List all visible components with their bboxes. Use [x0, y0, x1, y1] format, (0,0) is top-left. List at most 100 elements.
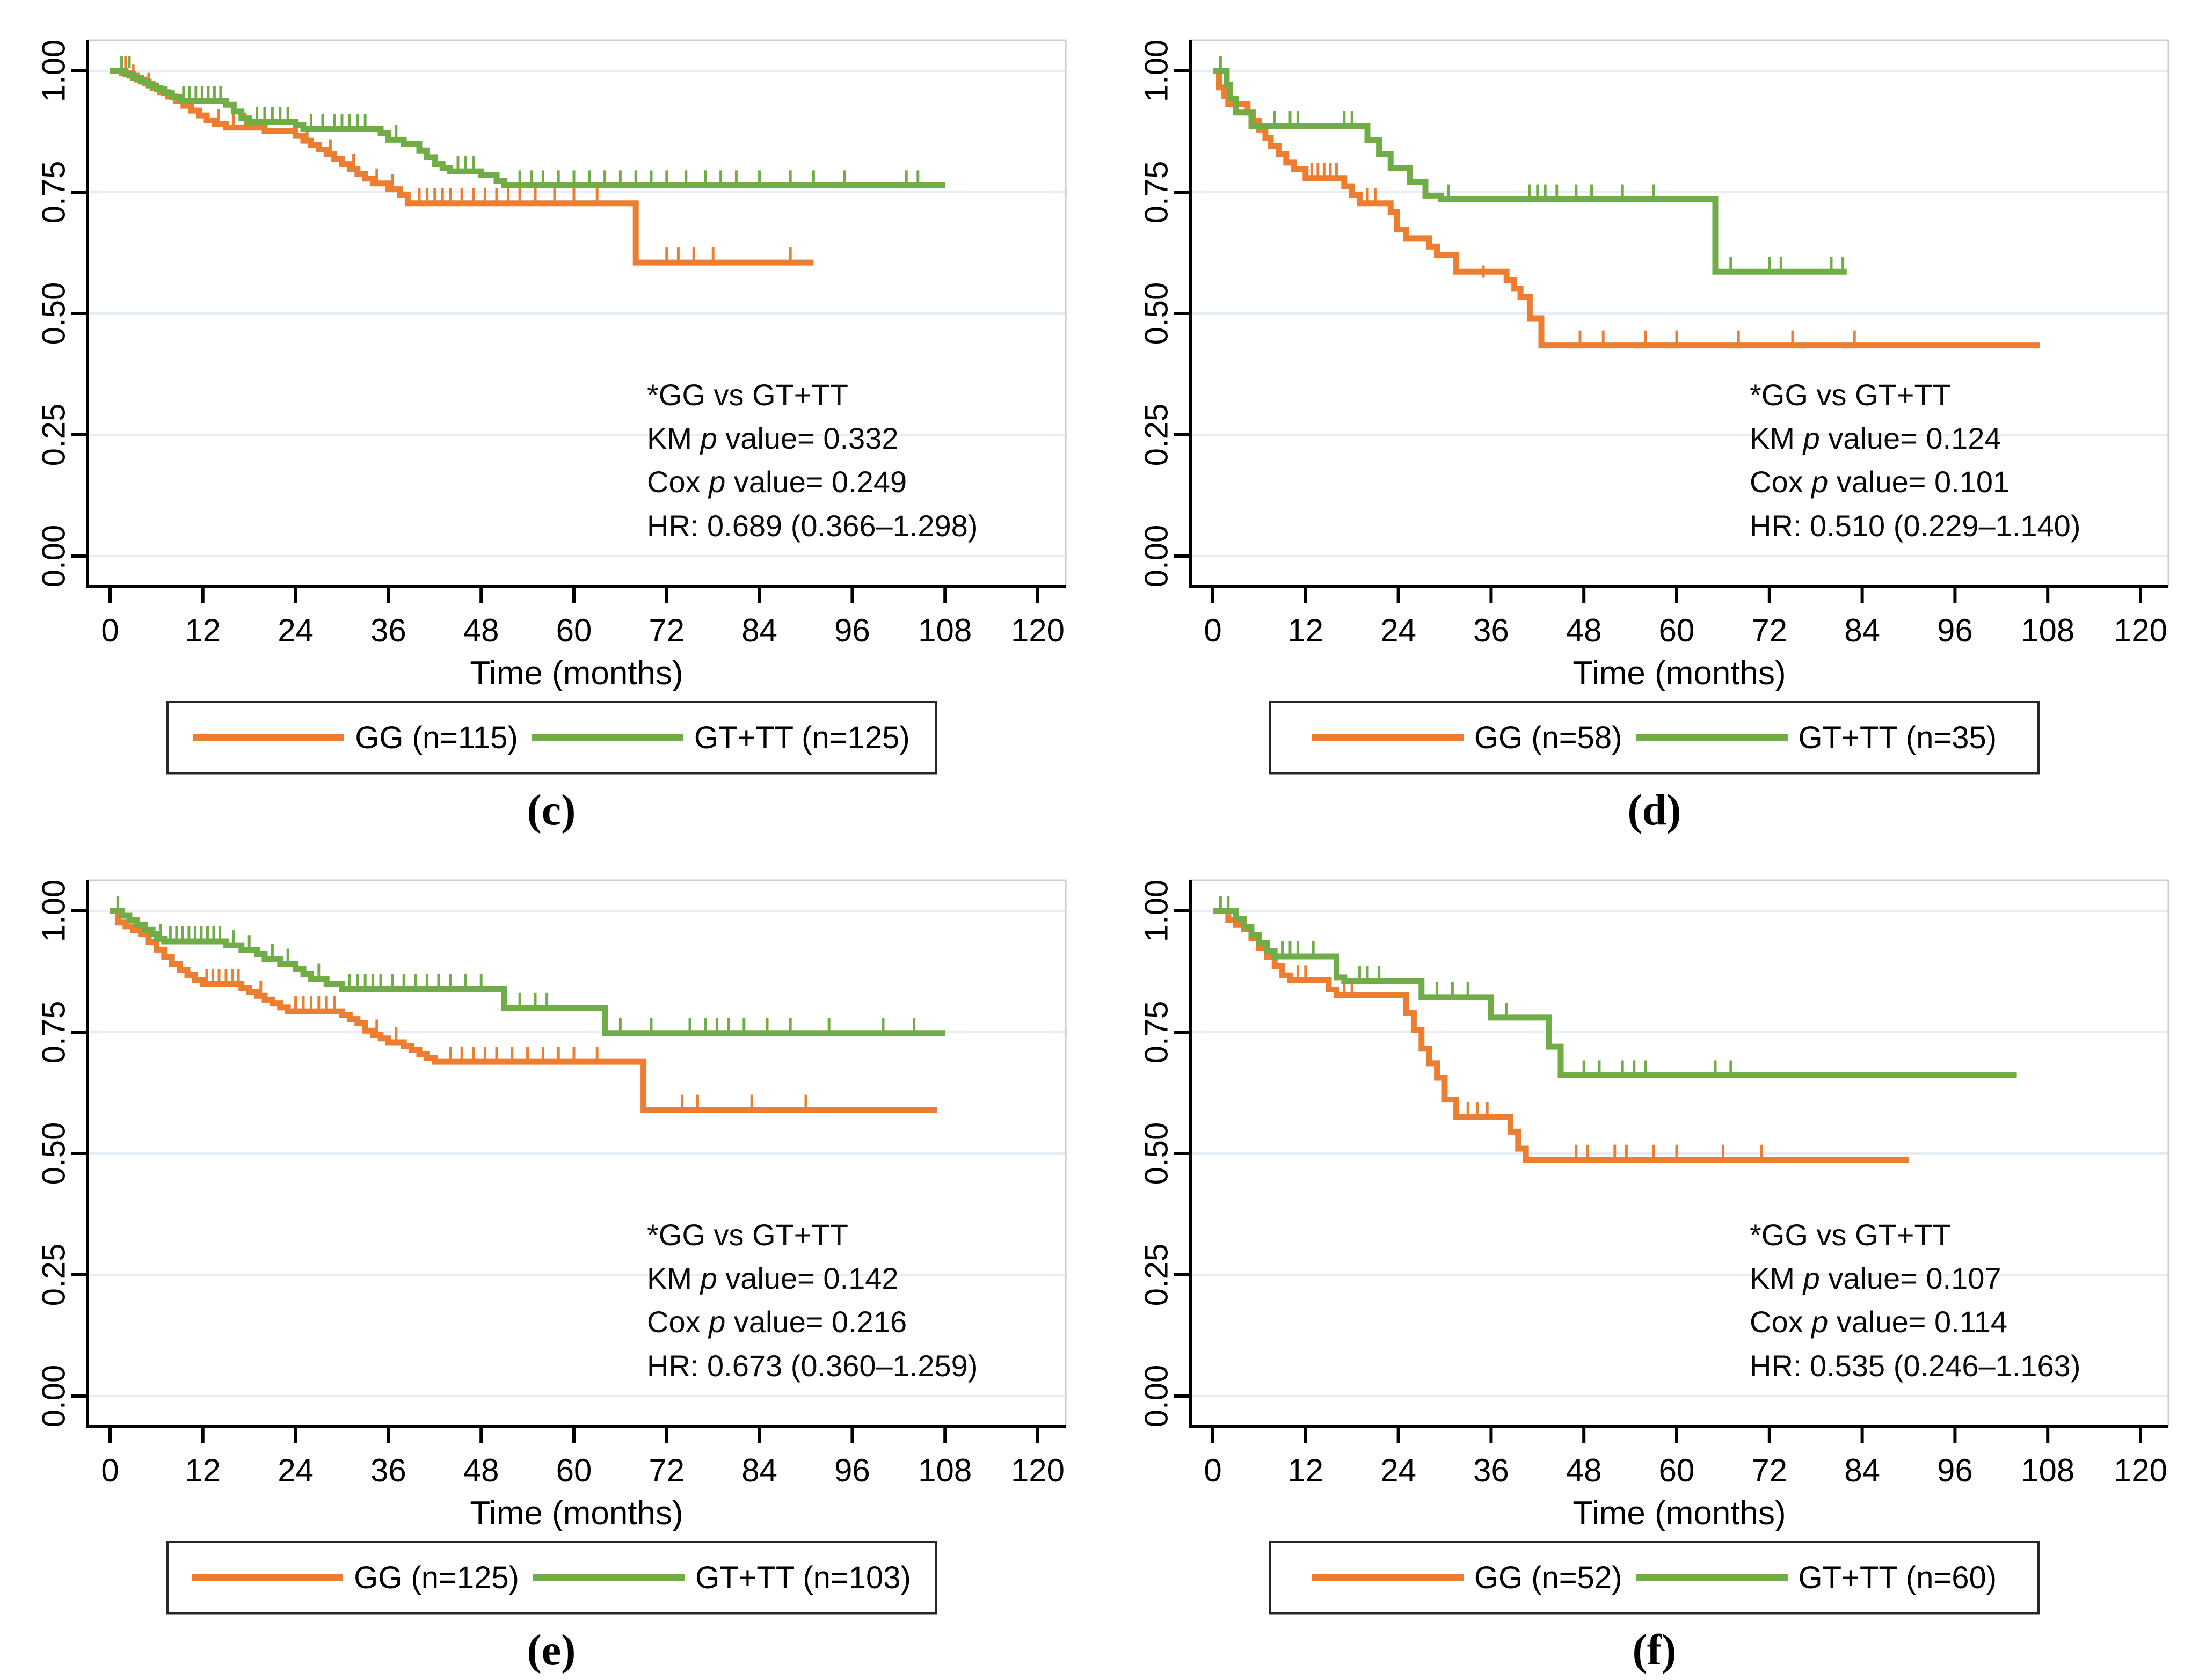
legend-box: GG (n=125) GT+TT (n=103) — [166, 1541, 937, 1614]
gg-line-swatch — [1312, 734, 1464, 741]
hr-line: HR: 0.535 (0.246–1.163) — [1750, 1348, 2081, 1383]
gttt-legend-label: GT+TT (n=35) — [1798, 720, 1997, 755]
svg-text:0.50: 0.50 — [36, 282, 72, 345]
svg-text:72: 72 — [649, 1452, 685, 1488]
svg-text:48: 48 — [1566, 1452, 1602, 1488]
svg-text:0.75: 0.75 — [1139, 161, 1175, 224]
gg-legend-label: GG (n=58) — [1474, 720, 1622, 755]
svg-text:108: 108 — [918, 612, 972, 648]
svg-text:0.75: 0.75 — [36, 161, 72, 224]
stats-annotation: *GG vs GT+TT KM p value= 0.107 Cox p val… — [1750, 1213, 2080, 1387]
svg-text:Time (months): Time (months) — [470, 655, 683, 692]
svg-text:12: 12 — [1287, 1452, 1323, 1488]
svg-text:120: 120 — [1011, 1452, 1065, 1488]
svg-text:96: 96 — [1937, 612, 1973, 648]
svg-text:1.00: 1.00 — [36, 880, 72, 943]
svg-text:36: 36 — [370, 612, 406, 648]
svg-text:84: 84 — [741, 612, 777, 648]
km-chart-d: 1.00 0.75 0.50 0.25 0.00 0 12 24 36 48 60 72 84 96 108… — [1139, 39, 2169, 692]
svg-text:1.00: 1.00 — [36, 40, 72, 103]
svg-text:1.00: 1.00 — [1139, 40, 1175, 103]
svg-text:Time (months): Time (months) — [1572, 1495, 1786, 1532]
svg-text:0: 0 — [101, 1452, 119, 1488]
svg-text:0.50: 0.50 — [36, 1122, 72, 1185]
km-p-line: KM p value= 0.332 — [647, 421, 899, 456]
svg-text:96: 96 — [834, 1452, 870, 1488]
legend-item-gttt: GT+TT (n=35) — [1636, 720, 1997, 756]
svg-text:0: 0 — [1204, 612, 1221, 648]
svg-text:12: 12 — [1287, 612, 1323, 648]
cox-p-line: Cox p value= 0.216 — [647, 1305, 907, 1339]
chart-area-c: 1.00 0.75 0.50 0.25 0.00 0 12 24 36 48 60 72 84 96 108… — [0, 0, 1103, 692]
svg-text:96: 96 — [834, 612, 870, 648]
svg-text:60: 60 — [556, 1452, 592, 1488]
panel-letter: (d) — [1627, 785, 1681, 834]
km-p-line: KM p value= 0.124 — [1750, 421, 2001, 456]
svg-text:120: 120 — [2114, 1452, 2167, 1488]
gg-legend-label: GG (n=115) — [355, 720, 518, 755]
gg-line-swatch — [192, 1574, 344, 1581]
legend-item-gg: GG (n=115) — [193, 720, 518, 756]
panel-letter: (c) — [527, 785, 576, 834]
svg-text:36: 36 — [370, 1452, 406, 1488]
svg-text:48: 48 — [463, 1452, 499, 1488]
hr-line: HR: 0.673 (0.360–1.259) — [647, 1348, 978, 1383]
svg-text:12: 12 — [185, 1452, 221, 1488]
legend-item-gttt: GT+TT (n=103) — [533, 1560, 911, 1596]
svg-text:108: 108 — [2021, 612, 2074, 648]
svg-text:0.75: 0.75 — [1139, 1001, 1175, 1064]
cox-p-line: Cox p value= 0.101 — [1750, 465, 2010, 499]
cox-p-line: Cox p value= 0.114 — [1750, 1305, 2007, 1339]
svg-text:108: 108 — [918, 1452, 972, 1488]
svg-text:48: 48 — [463, 612, 499, 648]
legend-item-gg: GG (n=52) — [1312, 1560, 1622, 1596]
gttt-line-swatch — [1636, 734, 1788, 741]
svg-text:0.00: 0.00 — [36, 525, 72, 588]
chart-area-d: 1.00 0.75 0.50 0.25 0.00 0 12 24 36 48 60 72 84 96 108… — [1103, 0, 2205, 692]
gttt-legend-label: GT+TT (n=125) — [694, 720, 910, 755]
svg-text:0: 0 — [101, 612, 119, 648]
panel-letter: (f) — [1632, 1625, 1677, 1674]
svg-text:Time (months): Time (months) — [470, 1495, 683, 1532]
svg-text:Time (months): Time (months) — [1572, 655, 1786, 692]
svg-text:0: 0 — [1204, 1452, 1221, 1488]
svg-text:24: 24 — [278, 1452, 314, 1488]
svg-text:24: 24 — [278, 612, 314, 648]
legend-item-gttt: GT+TT (n=125) — [532, 720, 910, 756]
km-chart-e: 1.00 0.75 0.50 0.25 0.00 0 12 24 36 48 60 72 84 96 108… — [36, 879, 1067, 1532]
legend-item-gg: GG (n=125) — [192, 1560, 519, 1596]
svg-text:84: 84 — [1844, 1452, 1880, 1488]
gg-legend-label: GG (n=125) — [354, 1560, 519, 1595]
svg-text:0.25: 0.25 — [1139, 1244, 1175, 1306]
svg-text:120: 120 — [2114, 612, 2167, 648]
svg-text:0.00: 0.00 — [36, 1365, 72, 1428]
legend-item-gg: GG (n=58) — [1312, 720, 1622, 756]
km-chart-f: 1.00 0.75 0.50 0.25 0.00 0 12 24 36 48 60 72 84 96 108… — [1139, 879, 2169, 1532]
gg-line-swatch — [193, 734, 345, 741]
svg-text:36: 36 — [1473, 1452, 1509, 1488]
stats-annotation: *GG vs GT+TT KM p value= 0.332 Cox p val… — [647, 373, 978, 547]
svg-text:0.75: 0.75 — [36, 1001, 72, 1064]
km-panel-c: 1.00 0.75 0.50 0.25 0.00 0 12 24 36 48 60 72 84 96 108… — [0, 0, 1103, 840]
comparison-label: *GG vs GT+TT — [1750, 1218, 1951, 1252]
hr-line: HR: 0.689 (0.366–1.298) — [647, 508, 978, 543]
svg-text:24: 24 — [1380, 612, 1416, 648]
legend-box: GG (n=52) GT+TT (n=60) — [1269, 1541, 2040, 1614]
gg-legend-label: GG (n=52) — [1474, 1560, 1622, 1595]
svg-text:0.25: 0.25 — [36, 1244, 72, 1306]
svg-text:0.25: 0.25 — [36, 404, 72, 466]
legend-box: GG (n=58) GT+TT (n=35) — [1269, 701, 2040, 774]
svg-text:60: 60 — [1659, 1452, 1695, 1488]
legend-item-gttt: GT+TT (n=60) — [1636, 1560, 1997, 1596]
km-panel-e: 1.00 0.75 0.50 0.25 0.00 0 12 24 36 48 60 72 84 96 108… — [0, 840, 1103, 1680]
gttt-line-swatch — [1636, 1574, 1788, 1581]
km-p-line: KM p value= 0.142 — [647, 1261, 899, 1296]
svg-text:0.25: 0.25 — [1139, 404, 1175, 466]
km-chart-c: 1.00 0.75 0.50 0.25 0.00 0 12 24 36 48 60 72 84 96 108… — [36, 39, 1067, 692]
km-panel-d: 1.00 0.75 0.50 0.25 0.00 0 12 24 36 48 60 72 84 96 108… — [1103, 0, 2206, 840]
cox-p-line: Cox p value= 0.249 — [647, 465, 907, 499]
legend-box: GG (n=115) GT+TT (n=125) — [166, 701, 937, 774]
svg-text:72: 72 — [1751, 612, 1787, 648]
svg-text:96: 96 — [1937, 1452, 1973, 1488]
